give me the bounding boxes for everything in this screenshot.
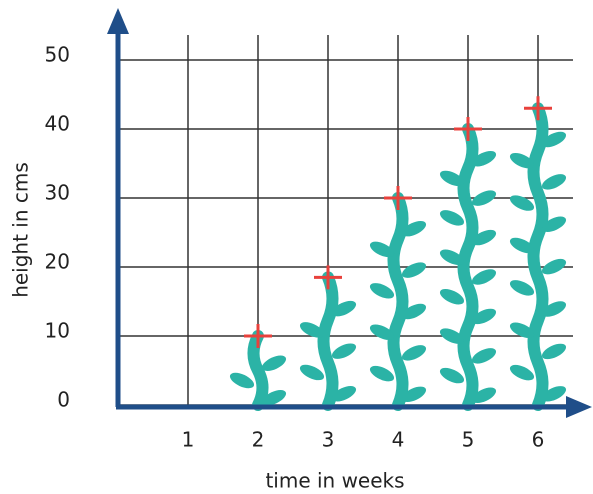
marker [384,186,412,210]
leaf [541,131,567,148]
y-tick-label: 0 [57,388,70,412]
leaf [439,249,465,266]
leaf [509,364,535,381]
leaf [401,262,427,278]
leaf [439,210,465,226]
leaf [471,229,497,246]
y-axis-label: height in cms [9,162,33,298]
leaf [509,152,535,169]
marker [314,265,342,290]
leaf [369,241,395,258]
leaf [509,322,535,338]
leaf [471,150,497,167]
leaf [331,385,357,402]
leaf [401,345,427,361]
plant-stem [317,271,339,411]
plant-stem [387,192,409,411]
plant-stem [527,102,549,411]
y-tick-label: 40 [45,112,70,136]
y-axis-arrow [107,8,129,34]
leaf [471,348,497,364]
leaf [331,343,357,359]
marker [524,96,552,121]
leaf [509,280,535,296]
x-axis-label: time in weeks [265,469,404,493]
leaf [541,301,567,317]
leaf [471,387,497,404]
leaf [369,324,395,340]
y-tick-label: 30 [45,181,70,205]
leaf [541,343,567,360]
marker [244,324,272,348]
leaf [541,174,567,190]
y-tick-label: 50 [45,43,70,67]
leaf [509,195,535,211]
leaf [439,288,465,305]
leaf [401,303,427,320]
leaf [229,372,255,389]
leaf [299,364,325,381]
leaf [471,190,497,206]
marker [454,117,482,141]
axes [107,8,592,418]
leaf [369,283,395,299]
y-tick-label: 10 [45,319,70,343]
leaf [541,258,567,275]
leaf [471,269,497,285]
leaf [261,390,287,406]
leaf [439,170,465,187]
leaf [401,386,427,403]
leaf [439,367,465,384]
x-tick-label: 3 [322,428,335,452]
plant-stem [247,330,269,411]
plant-stem [457,123,479,411]
y-tick-label: 20 [45,250,70,274]
leaf [331,300,357,317]
leaf [369,365,395,382]
leaf [541,386,567,402]
leaf [509,237,535,254]
leaf [299,322,325,338]
x-tick-label: 4 [392,428,405,452]
x-tick-label: 5 [462,428,475,452]
leaf [261,355,287,371]
x-tick-label: 2 [252,428,265,452]
leaf [401,220,427,237]
leaf [439,328,465,344]
x-tick-label: 1 [182,428,195,452]
x-tick-label: 6 [532,428,545,452]
x-axis-arrow [566,396,592,418]
plants [229,102,567,411]
leaf [541,216,567,232]
leaf [471,308,497,325]
